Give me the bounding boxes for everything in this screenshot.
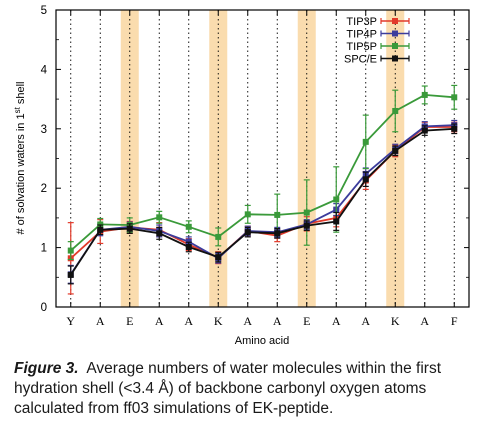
- legend-marker: [392, 18, 398, 24]
- data-point: [362, 138, 369, 145]
- data-point: [362, 176, 369, 183]
- y-axis-ticks: 0 1 2 3 4 5: [41, 5, 469, 314]
- x-tick-label: A: [273, 314, 282, 328]
- x-tick-label: A: [155, 314, 164, 328]
- data-point: [303, 222, 310, 229]
- data-point: [244, 211, 251, 218]
- x-tick-label: E: [303, 314, 310, 328]
- caption-text: Average numbers of water molecules withi…: [14, 360, 442, 417]
- figure-caption: Figure 3. Average numbers of water molec…: [14, 359, 478, 419]
- series-line: [70, 127, 455, 276]
- series-spce: [67, 123, 458, 285]
- data-point: [274, 230, 281, 237]
- data-point: [97, 226, 104, 233]
- data-point: [392, 147, 399, 154]
- data-point: [421, 91, 428, 98]
- x-tick-label: A: [420, 314, 429, 328]
- caption-label: Figure 3.: [14, 360, 79, 377]
- data-point: [244, 229, 251, 236]
- y-tick-label: 3: [41, 124, 47, 136]
- x-tick-label: E: [126, 314, 133, 328]
- x-tick-label: A: [96, 314, 105, 328]
- data-point: [156, 230, 163, 237]
- series-line: [70, 124, 455, 275]
- data-point: [451, 125, 458, 132]
- data-point: [185, 244, 192, 251]
- data-point: [67, 271, 74, 278]
- x-tick-label: A: [184, 314, 193, 328]
- x-tick-label: A: [361, 314, 370, 328]
- legend-label: SPC/E: [344, 54, 377, 66]
- y-tick-label: 1: [41, 243, 47, 255]
- legend-label: TIP4P: [346, 29, 377, 41]
- chart-figure: 0 1 2 3 4 5 Y A E A A K A A E A A K A F Amino acid # of so…: [13, 5, 470, 347]
- series-line: [70, 93, 455, 252]
- data-point: [451, 94, 458, 101]
- plot-frame: [55, 9, 470, 308]
- data-point: [215, 233, 222, 240]
- legend-label: TIP3P: [346, 16, 377, 28]
- legend-label: TIP5P: [346, 41, 377, 53]
- data-point: [333, 196, 340, 203]
- data-point: [392, 107, 399, 114]
- y-tick-label: 4: [41, 64, 48, 76]
- legend-marker: [392, 55, 398, 62]
- y-tick-label: 0: [41, 302, 47, 314]
- data-point: [67, 247, 74, 254]
- x-tick-label: K: [391, 314, 400, 328]
- legend-marker: [392, 30, 398, 37]
- data-point: [156, 214, 163, 221]
- data-point: [274, 211, 281, 218]
- x-tick-label: F: [451, 314, 458, 328]
- series-layer: [67, 84, 458, 295]
- y-axis-label: # of solvation waters in 1st shell: [13, 82, 28, 235]
- data-point: [421, 127, 428, 134]
- x-tick-label: Y: [66, 314, 75, 328]
- data-point: [333, 218, 340, 225]
- x-tick-label: A: [332, 314, 341, 328]
- data-point: [303, 209, 310, 216]
- data-point: [215, 254, 222, 261]
- legend-marker: [392, 43, 398, 49]
- data-point: [185, 223, 192, 230]
- y-tick-label: 5: [41, 5, 47, 17]
- x-axis-label: Amino acid: [235, 335, 289, 347]
- x-tick-label: K: [214, 314, 223, 328]
- y-tick-label: 2: [41, 183, 47, 195]
- data-point: [126, 225, 133, 232]
- x-tick-label: A: [243, 314, 252, 328]
